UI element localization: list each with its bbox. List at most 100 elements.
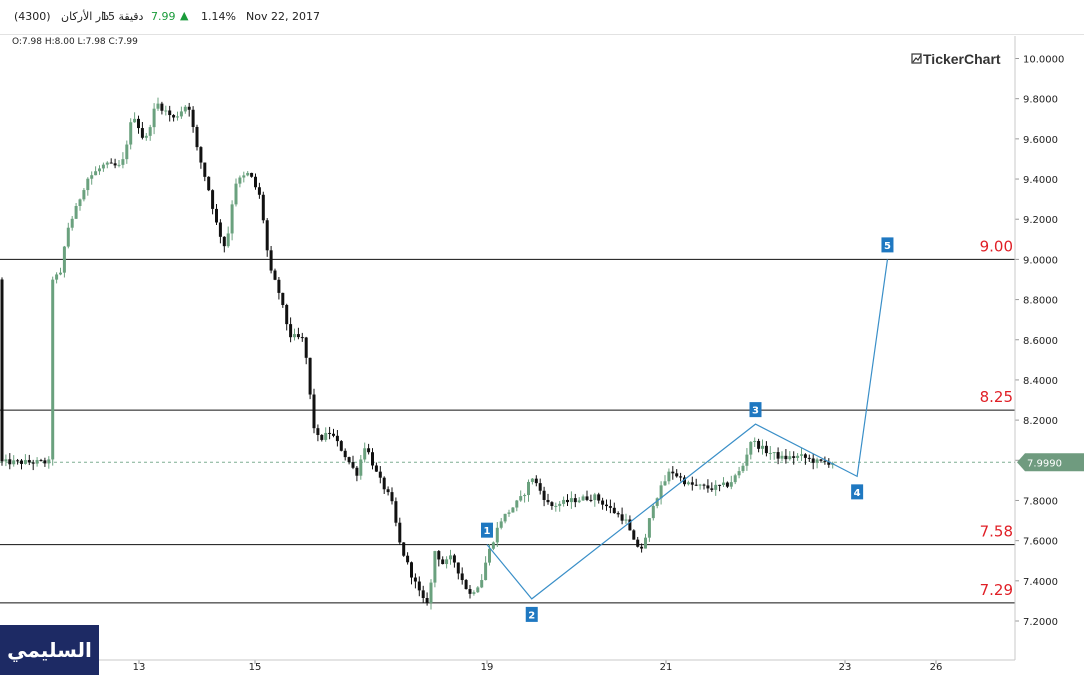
wave-marker-box	[851, 484, 864, 500]
candle	[706, 479, 710, 493]
candle-body	[374, 465, 378, 472]
candle-body	[542, 490, 546, 500]
candle	[203, 162, 207, 182]
candle-body	[737, 471, 741, 476]
candle	[4, 454, 8, 467]
candle	[558, 501, 562, 512]
candle-body	[640, 546, 644, 549]
candle	[355, 466, 359, 482]
candle-body	[464, 580, 468, 590]
candle	[359, 454, 363, 480]
candle-body	[679, 476, 683, 478]
candle	[152, 103, 156, 135]
candle	[273, 268, 277, 281]
wave-point-marker[interactable]: 4	[851, 484, 864, 500]
wave-point-marker[interactable]: 2	[525, 606, 538, 622]
candle	[761, 439, 764, 455]
candle-body	[187, 106, 191, 110]
candle	[417, 576, 421, 597]
candle-body	[784, 455, 788, 460]
candle-body	[117, 164, 121, 166]
candle-body	[367, 448, 371, 453]
candle	[601, 497, 605, 510]
candle-body	[530, 478, 534, 482]
ohlc-readout: O:7.98 H:8.00 L:7.98 C:7.99	[12, 37, 138, 47]
candle	[772, 451, 776, 460]
candle-body	[452, 555, 456, 563]
candle-body	[749, 441, 753, 455]
candle-body	[413, 577, 417, 582]
candle	[398, 517, 402, 545]
candle	[433, 550, 437, 588]
candle	[347, 456, 351, 465]
candle-body	[507, 512, 511, 514]
candle-body	[324, 432, 328, 440]
candle	[261, 191, 265, 224]
candle-body	[410, 562, 413, 578]
candle	[628, 515, 632, 531]
candle	[546, 493, 550, 505]
x-tick-label: 13	[133, 662, 146, 673]
candle	[679, 472, 683, 482]
y-tick-label: 8.2000	[1023, 416, 1058, 427]
candle	[230, 200, 234, 241]
candle	[78, 198, 82, 211]
candle	[585, 490, 589, 502]
candle	[811, 453, 815, 470]
candle	[257, 182, 261, 199]
candle-body	[351, 462, 355, 468]
candle-body	[199, 147, 203, 163]
candle-body	[378, 471, 382, 478]
candle-body	[558, 503, 562, 506]
candle-body	[593, 494, 597, 501]
candle	[667, 468, 671, 485]
candle	[98, 165, 101, 175]
candle-body	[433, 551, 437, 583]
level-label: 7.29	[980, 581, 1013, 599]
candle-body	[729, 482, 733, 487]
candle-body	[577, 500, 581, 503]
candle-body	[671, 471, 675, 474]
candle-body	[316, 428, 320, 435]
candle-body	[168, 110, 172, 116]
candle-body	[312, 394, 316, 429]
candle	[187, 102, 191, 117]
candle-body	[74, 206, 78, 219]
y-tick-label: 9.4000	[1023, 175, 1058, 186]
candle	[363, 442, 367, 463]
level-label: 9.00	[980, 237, 1013, 255]
candle-body	[686, 482, 690, 485]
candle	[605, 499, 608, 511]
y-tick-label: 9.8000	[1023, 95, 1058, 106]
candle-body	[815, 459, 819, 463]
candle	[636, 536, 640, 548]
candle-body	[27, 460, 31, 463]
candle	[491, 541, 495, 551]
candle	[437, 549, 441, 567]
candle-body	[511, 507, 515, 513]
candle	[335, 430, 339, 447]
candle	[768, 446, 772, 460]
candle	[550, 501, 554, 510]
candle	[316, 424, 320, 442]
wave-pattern-line[interactable]	[486, 259, 889, 600]
candle-body	[632, 530, 636, 540]
candle	[179, 106, 183, 119]
candle-body	[421, 590, 425, 599]
candle-body	[515, 500, 519, 508]
candle	[780, 451, 784, 462]
candle	[90, 171, 94, 185]
candle	[156, 97, 160, 111]
candle	[199, 146, 203, 169]
candle	[608, 499, 612, 514]
candle-body	[265, 220, 269, 251]
candle-body	[39, 460, 43, 462]
wave-point-marker[interactable]: 3	[749, 402, 762, 418]
candle-body	[527, 481, 530, 496]
level-label: 7.58	[980, 523, 1013, 541]
wave-point-marker[interactable]: 1	[481, 522, 493, 538]
wave-point-marker[interactable]: 5	[881, 237, 894, 253]
candle	[164, 105, 168, 116]
candle-body	[499, 521, 503, 528]
